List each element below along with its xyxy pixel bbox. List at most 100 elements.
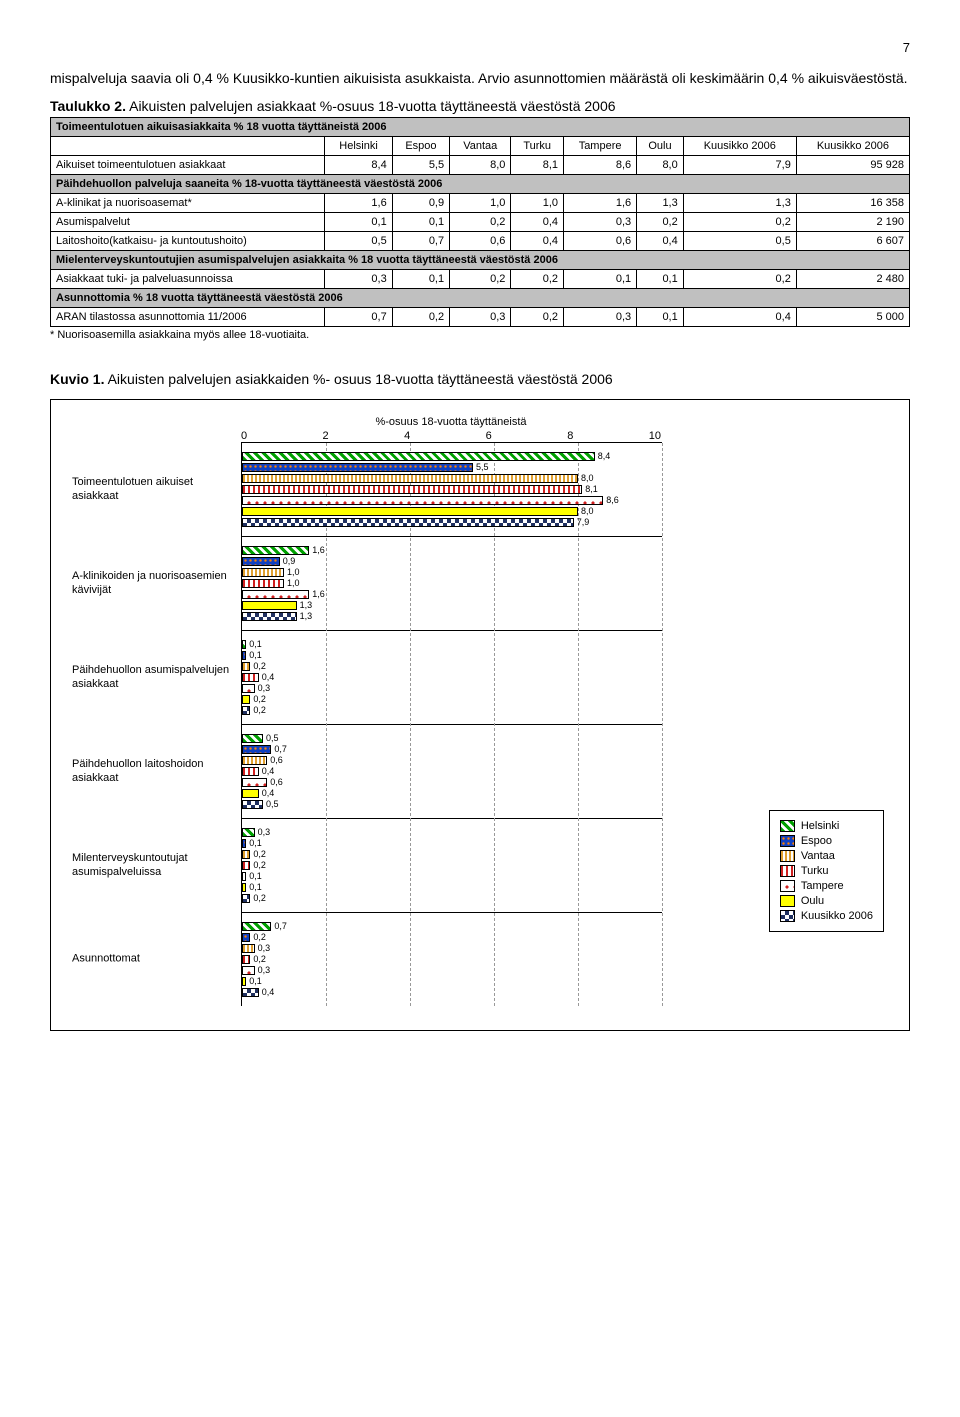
cell-value: 8,0 <box>450 155 511 174</box>
chart-caption-prefix: Kuvio 1. <box>50 371 104 387</box>
cell-value: 5 000 <box>796 307 909 326</box>
cell-value: 0,1 <box>637 269 684 288</box>
bar <box>242 767 259 776</box>
col-header: Oulu <box>637 136 684 155</box>
cell-value: 0,1 <box>564 269 637 288</box>
bar-value-label: 1,6 <box>312 590 325 599</box>
table-section-header: Toimeentulotuen aikuisasiakkaita % 18 vu… <box>51 117 910 136</box>
group-label: Päihdehuollon asumispalvelujen asiakkaat <box>72 664 238 690</box>
bar-value-label: 0,6 <box>270 756 283 765</box>
bar <box>242 977 246 986</box>
cell-value: 0,4 <box>683 307 796 326</box>
cell-value: 0,7 <box>325 307 392 326</box>
cell-value: 0,3 <box>564 307 637 326</box>
bar-value-label: 1,3 <box>300 601 313 610</box>
bar <box>242 695 250 704</box>
cell-value: 8,1 <box>511 155 564 174</box>
table-caption: Taulukko 2. Aikuisten palvelujen asiakka… <box>50 98 910 114</box>
table-caption-text: Aikuisten palvelujen asiakkaat %-osuus 1… <box>126 98 616 114</box>
col-header: Helsinki <box>325 136 392 155</box>
bar-value-label: 0,4 <box>262 767 275 776</box>
col-header: Vantaa <box>450 136 511 155</box>
cell-value: 0,5 <box>683 231 796 250</box>
bar <box>242 507 578 516</box>
cell-value: 0,4 <box>511 231 564 250</box>
bar-value-label: 0,4 <box>262 988 275 997</box>
bar <box>242 474 578 483</box>
row-label: Aikuiset toimeentulotuen asiakkaat <box>51 155 325 174</box>
group-label: Toimeentulotuen aikuiset asiakkaat <box>72 476 238 502</box>
legend-label: Tampere <box>801 880 844 892</box>
bar <box>242 988 259 997</box>
legend-swatch <box>780 835 795 847</box>
legend-swatch <box>780 820 795 832</box>
cell-value: 2 190 <box>796 212 909 231</box>
bar-value-label: 0,4 <box>262 789 275 798</box>
cell-value: 0,4 <box>511 212 564 231</box>
bar-value-label: 1,6 <box>312 546 325 555</box>
x-axis-ticks: 0246810 <box>241 430 661 442</box>
x-axis-title: %-osuus 18-vuotta täyttäneistä <box>241 416 661 428</box>
bar <box>242 452 595 461</box>
bar <box>242 872 246 881</box>
cell-value: 0,3 <box>325 269 392 288</box>
bar <box>242 590 309 599</box>
bar-value-label: 0,2 <box>253 850 266 859</box>
bar <box>242 485 582 494</box>
col-header: Tampere <box>564 136 637 155</box>
legend-label: Turku <box>801 865 829 877</box>
bar <box>242 640 246 649</box>
table-section-header: Mielenterveyskuntoutujien asumispalveluj… <box>51 250 910 269</box>
bar <box>242 839 246 848</box>
legend-label: Vantaa <box>801 850 835 862</box>
cell-value: 16 358 <box>796 193 909 212</box>
cell-value: 0,2 <box>392 307 449 326</box>
legend-item: Helsinki <box>780 820 873 832</box>
cell-value: 0,7 <box>392 231 449 250</box>
table-section-header: Asunnottomia % 18 vuotta täyttäneestä vä… <box>51 288 910 307</box>
cell-value: 0,1 <box>637 307 684 326</box>
cell-value: 1,6 <box>564 193 637 212</box>
bar <box>242 651 246 660</box>
bar-value-label: 0,3 <box>258 966 271 975</box>
legend-label: Oulu <box>801 895 824 907</box>
table-footnote: * Nuorisoasemilla asiakkaina myös allee … <box>50 329 910 341</box>
bar-value-label: 0,2 <box>253 695 266 704</box>
legend-item: Oulu <box>780 895 873 907</box>
bar-value-label: 0,3 <box>258 684 271 693</box>
bar-value-label: 0,5 <box>266 734 279 743</box>
group-label: Asunnottomat <box>72 953 238 966</box>
bar <box>242 518 574 527</box>
bar-value-label: 0,1 <box>249 640 262 649</box>
cell-value: 0,9 <box>392 193 449 212</box>
cell-value: 0,1 <box>392 212 449 231</box>
bar-value-label: 0,7 <box>274 922 287 931</box>
cell-value: 1,3 <box>683 193 796 212</box>
bar <box>242 579 284 588</box>
row-label: Asumispalvelut <box>51 212 325 231</box>
cell-value: 0,3 <box>564 212 637 231</box>
cell-value: 0,1 <box>325 212 392 231</box>
cell-value: 7,9 <box>683 155 796 174</box>
bar <box>242 778 267 787</box>
legend-item: Turku <box>780 865 873 877</box>
bar <box>242 673 259 682</box>
x-tick: 2 <box>323 430 329 442</box>
bar-value-label: 0,4 <box>262 673 275 682</box>
bar-value-label: 0,1 <box>249 839 262 848</box>
bar-value-label: 0,3 <box>258 944 271 953</box>
legend-item: Espoo <box>780 835 873 847</box>
bar-chart: %-osuus 18-vuotta täyttäneistä 0246810 T… <box>50 399 910 1031</box>
bar <box>242 933 250 942</box>
cell-value: 0,2 <box>683 212 796 231</box>
bar <box>242 883 246 892</box>
bar-value-label: 7,9 <box>577 518 590 527</box>
cell-value: 0,2 <box>450 212 511 231</box>
cell-value: 2 480 <box>796 269 909 288</box>
bar <box>242 734 263 743</box>
cell-value: 0,6 <box>450 231 511 250</box>
bar-value-label: 5,5 <box>476 463 489 472</box>
cell-value: 0,5 <box>325 231 392 250</box>
bar <box>242 922 271 931</box>
table-section-header: Päihdehuollon palveluja saaneita % 18-vu… <box>51 174 910 193</box>
